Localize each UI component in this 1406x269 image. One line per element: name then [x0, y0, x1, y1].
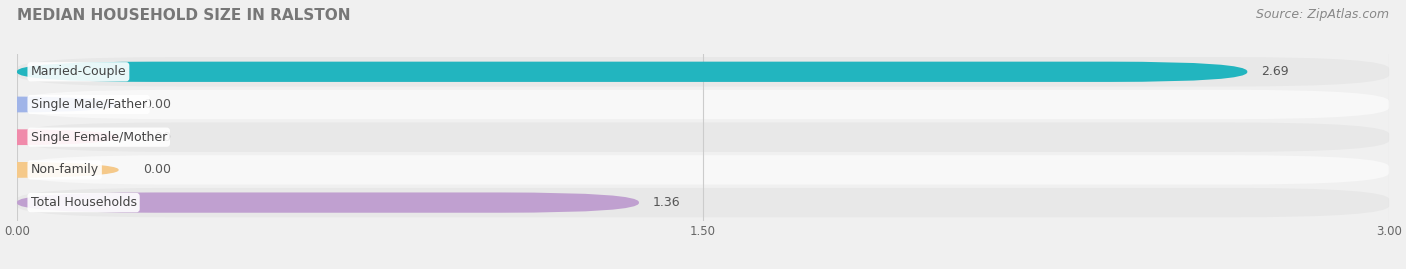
- FancyBboxPatch shape: [17, 122, 1389, 152]
- FancyBboxPatch shape: [17, 57, 1389, 87]
- Text: 0.00: 0.00: [142, 98, 170, 111]
- Circle shape: [0, 163, 118, 177]
- FancyBboxPatch shape: [17, 192, 638, 213]
- Text: 2.69: 2.69: [1261, 65, 1289, 78]
- Text: Married-Couple: Married-Couple: [31, 65, 127, 78]
- Text: 1.36: 1.36: [652, 196, 681, 209]
- Circle shape: [0, 130, 118, 144]
- Text: MEDIAN HOUSEHOLD SIZE IN RALSTON: MEDIAN HOUSEHOLD SIZE IN RALSTON: [17, 8, 350, 23]
- Text: Single Female/Mother: Single Female/Mother: [31, 131, 167, 144]
- Circle shape: [0, 97, 118, 112]
- Text: Total Households: Total Households: [31, 196, 136, 209]
- Text: 0.00: 0.00: [142, 131, 170, 144]
- FancyBboxPatch shape: [17, 90, 1389, 119]
- FancyBboxPatch shape: [17, 155, 1389, 185]
- Text: Single Male/Father: Single Male/Father: [31, 98, 146, 111]
- FancyBboxPatch shape: [17, 62, 1247, 82]
- Text: 0.00: 0.00: [142, 163, 170, 176]
- Text: Non-family: Non-family: [31, 163, 98, 176]
- Text: Source: ZipAtlas.com: Source: ZipAtlas.com: [1256, 8, 1389, 21]
- FancyBboxPatch shape: [17, 188, 1389, 217]
